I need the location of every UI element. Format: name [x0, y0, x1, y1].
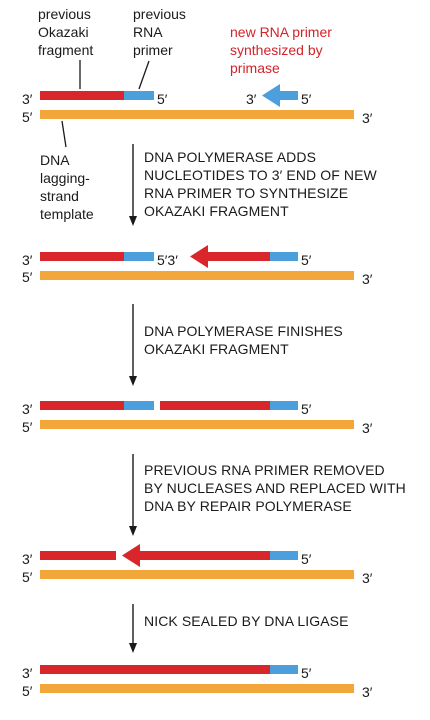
- step-arrow-1: [129, 144, 137, 226]
- leader-line: [138, 60, 150, 90]
- template-strand: [40, 684, 354, 693]
- step-line: DNA BY REPAIR POLYMERASE: [144, 498, 352, 514]
- end-label: 3′: [362, 570, 373, 586]
- label-line: primase: [230, 60, 280, 76]
- growing-okazaki-arrow: [190, 245, 270, 268]
- okazaki-fragment: [40, 401, 124, 410]
- end-label: 5′: [157, 91, 168, 107]
- template-strand: [40, 110, 354, 119]
- rna-primer: [270, 665, 298, 674]
- end-label: 5′: [22, 683, 33, 699]
- end-label: 5′: [22, 569, 33, 585]
- end-label: 3′: [22, 252, 33, 268]
- label-line: synthesized by: [230, 42, 323, 58]
- step-text-1: DNA POLYMERASE ADDS NUCLEOTIDES TO 3′ EN…: [144, 149, 378, 219]
- strand-row-4: 3′ 5′ 5′ 3′: [22, 544, 373, 586]
- label-line: RNA: [133, 24, 163, 40]
- new-okazaki-fragment: [160, 401, 270, 410]
- end-label: 5′: [22, 109, 33, 125]
- end-label: 5′: [301, 91, 312, 107]
- end-label: 3′: [362, 420, 373, 436]
- step-line: OKAZAKI FRAGMENT: [144, 341, 289, 357]
- template-strand: [40, 420, 354, 429]
- step-line: OKAZAKI FRAGMENT: [144, 203, 289, 219]
- end-label: 5′: [22, 269, 33, 285]
- label-template-strand: DNA lagging- strand template: [40, 152, 94, 222]
- rna-primer: [124, 401, 154, 410]
- end-label: 5′: [301, 401, 312, 417]
- label-line: strand: [40, 188, 79, 204]
- label-line: lagging-: [40, 170, 90, 186]
- end-label: 3′: [362, 684, 373, 700]
- step-text-3: PREVIOUS RNA PRIMER REMOVED BY NUCLEASES…: [144, 462, 406, 514]
- strand-row-5: 3′ 5′ 5′ 3′: [22, 665, 373, 700]
- step-line: DNA POLYMERASE FINISHES: [144, 323, 343, 339]
- rna-primer: [124, 252, 154, 261]
- step-arrow-3: [129, 454, 137, 536]
- okazaki-fragment: [40, 551, 116, 560]
- end-label: 3′: [22, 551, 33, 567]
- strand-row-3: 3′ 5′ 5′ 3′: [22, 401, 373, 436]
- step-arrow-4: [129, 604, 137, 653]
- strand-row-2: 3′ 5′3′ 5′ 5′ 3′: [22, 245, 373, 287]
- end-label: 3′: [362, 271, 373, 287]
- end-label: 3′: [22, 665, 33, 681]
- rna-primer: [270, 252, 298, 261]
- rna-primer: [124, 91, 154, 100]
- leader-line: [61, 120, 67, 148]
- label-line: template: [40, 206, 94, 222]
- step-text-4: NICK SEALED BY DNA LIGASE: [144, 613, 349, 629]
- rna-primer: [270, 551, 298, 560]
- end-label: 3′: [362, 110, 373, 126]
- repair-polymerase-arrow: [122, 544, 270, 567]
- step-line: BY NUCLEASES AND REPLACED WITH: [144, 480, 406, 496]
- template-strand: [40, 570, 354, 579]
- end-label: 5′: [301, 665, 312, 681]
- end-label: 5′: [22, 419, 33, 435]
- template-strand: [40, 271, 354, 280]
- label-line: new RNA primer: [230, 24, 332, 40]
- label-line: Okazaki: [38, 24, 89, 40]
- end-label: 3′: [246, 91, 257, 107]
- step-line: DNA POLYMERASE ADDS: [144, 149, 316, 165]
- step-arrow-2: [129, 304, 137, 386]
- end-label: 3′: [22, 401, 33, 417]
- step-line: PREVIOUS RNA PRIMER REMOVED: [144, 462, 385, 478]
- label-previous-rna-primer: previous RNA primer: [133, 6, 186, 58]
- label-previous-okazaki-fragment: previous Okazaki fragment: [38, 6, 93, 58]
- sealed-dna-strand: [40, 665, 270, 674]
- rna-primer: [270, 401, 298, 410]
- label-line: DNA: [40, 152, 70, 168]
- label-line: previous: [133, 6, 186, 22]
- label-line: fragment: [38, 42, 93, 58]
- new-rna-primer-arrow: [262, 84, 298, 107]
- end-label: 3′: [22, 91, 33, 107]
- label-new-rna-primer: new RNA primer synthesized by primase: [230, 24, 332, 76]
- step-line: NUCLEOTIDES TO 3′ END OF NEW: [144, 167, 378, 183]
- end-label: 5′: [301, 551, 312, 567]
- label-line: previous: [38, 6, 91, 22]
- end-label: 5′: [301, 252, 312, 268]
- step-text-2: DNA POLYMERASE FINISHES OKAZAKI FRAGMENT: [144, 323, 343, 357]
- end-label: 5′3′: [157, 252, 178, 268]
- okazaki-fragment: [40, 91, 124, 100]
- step-line: RNA PRIMER TO SYNTHESIZE: [144, 185, 348, 201]
- okazaki-fragment: [40, 252, 124, 261]
- strand-row-1: 3′ 5′ 3′ 5′ 5′ 3′: [22, 84, 373, 126]
- label-line: primer: [133, 42, 173, 58]
- step-line: NICK SEALED BY DNA LIGASE: [144, 613, 349, 629]
